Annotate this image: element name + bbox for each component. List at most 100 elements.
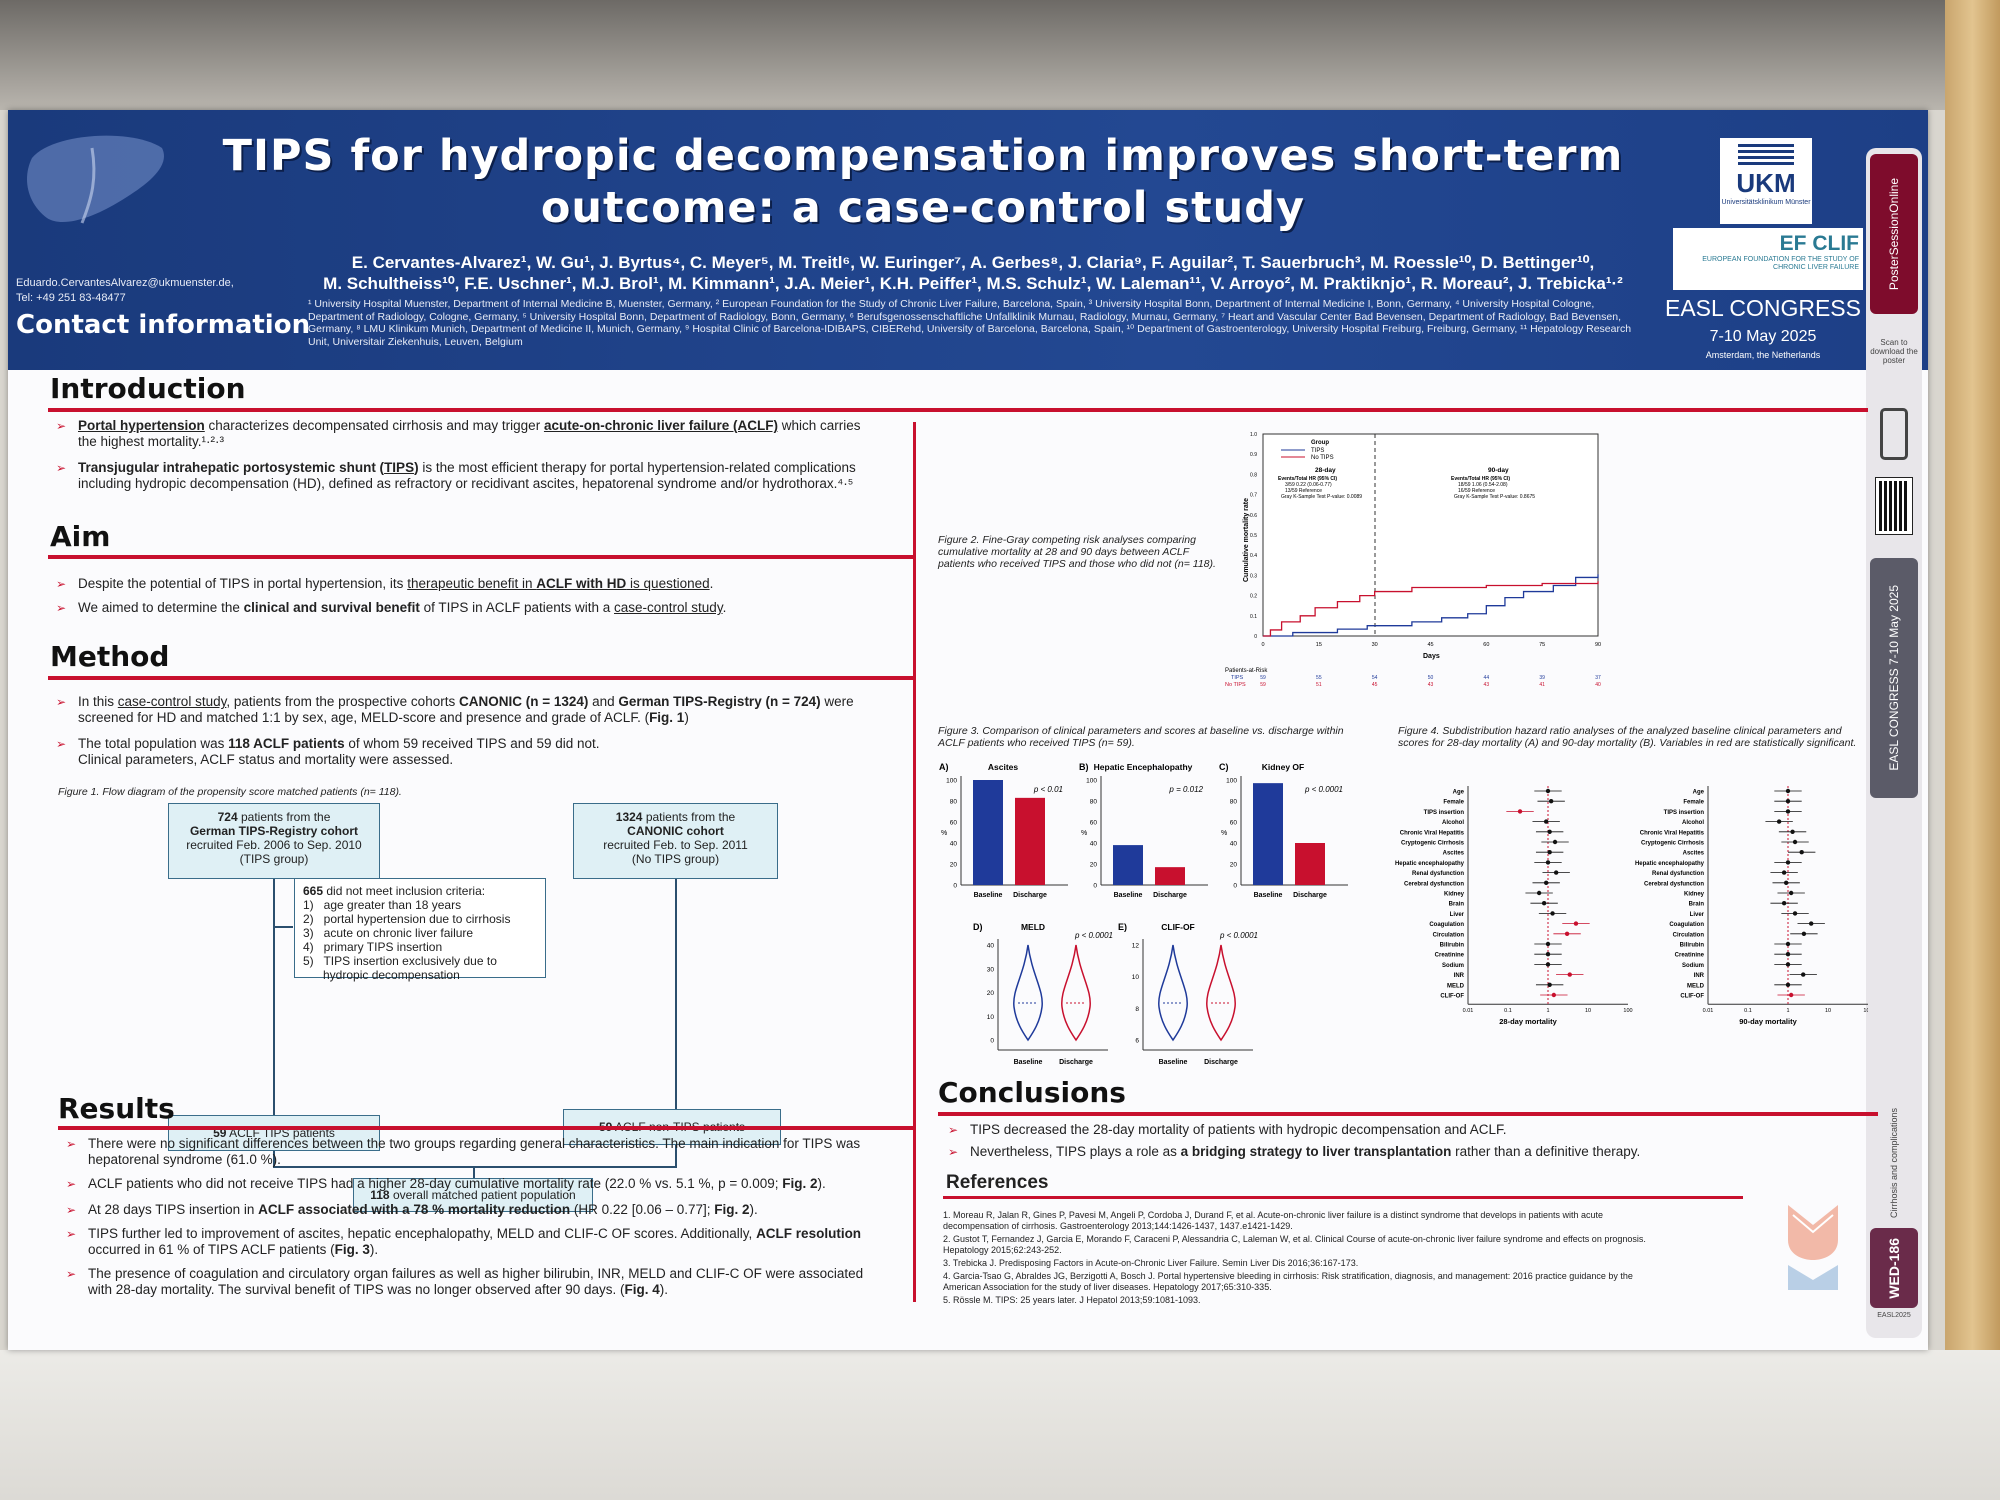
- fig3-xlabel-baseline: Baseline: [1114, 892, 1143, 899]
- fig3-ytick: 20: [1230, 862, 1238, 869]
- poster-banner: TIPS for hydropic decompensation improve…: [8, 110, 1928, 370]
- fig2-legend-title: Group: [1311, 440, 1329, 446]
- fig3-ytick: 0: [990, 1038, 994, 1045]
- fig2-xtick: 30: [1372, 642, 1378, 648]
- figure-2-caption: Figure 2. Fine-Gray competing risk analy…: [938, 534, 1216, 570]
- qr-code-icon[interactable]: [1875, 477, 1913, 535]
- fig3-panel-title: Hepatic Encephalopathy: [1094, 762, 1193, 772]
- fig4-row-label: Hepatic encephalopathy: [1635, 861, 1705, 867]
- fig3-ytick: 30: [987, 966, 995, 973]
- fig3-xlabel-baseline: Baseline: [1254, 892, 1283, 899]
- fig4-xtick: 10: [1825, 1008, 1831, 1014]
- fig4-row-label: Coagulation: [1429, 922, 1464, 928]
- results-bullet-5: The presence of coagulation and circulat…: [66, 1266, 888, 1298]
- fig2-legend-notips: No TIPS: [1311, 455, 1334, 461]
- poster-board-bottom: [0, 1350, 2000, 1500]
- fig3-ytick: 100: [946, 778, 957, 785]
- fig3-panel-letter: A): [939, 762, 949, 772]
- fig4-row-label: Age: [1693, 790, 1705, 796]
- fig2-xtick: 45: [1427, 642, 1433, 648]
- poster: TIPS for hydropic decompensation improve…: [8, 110, 1928, 1350]
- fig4-row-label: Alcohol: [1442, 820, 1464, 826]
- fig4-point: [1550, 911, 1555, 916]
- fig4-point: [1573, 921, 1579, 926]
- fig4-point: [1785, 799, 1791, 804]
- fig4-xtick: 0.1: [1744, 1008, 1752, 1014]
- contact-email: Eduardo.CervantesAlvarez@ukmuenster.de,: [16, 277, 234, 289]
- column-divider: [913, 422, 916, 1302]
- fig2-risk-tips-value: 39: [1539, 675, 1545, 681]
- fig2-risk-tips-value: 54: [1372, 675, 1378, 681]
- fig3-ytick: 10: [987, 1014, 995, 1021]
- fig2-ytick: 1.0: [1250, 432, 1257, 438]
- fig4-row-label: Brain: [1449, 902, 1465, 908]
- fig2-ytick: 0.1: [1250, 614, 1257, 620]
- fig3-ytick: 40: [1230, 841, 1238, 848]
- fig4-point: [1781, 901, 1787, 906]
- fig3-ytick: 40: [1090, 841, 1098, 848]
- fig4-point: [1785, 809, 1791, 814]
- reference-5: 5. Rössle M. TIPS: 25 years later. J Hep…: [943, 1295, 1201, 1305]
- fig4-point: [1799, 850, 1804, 855]
- fig3-xlabel-discharge: Discharge: [1013, 892, 1047, 899]
- fig4-point: [1543, 880, 1549, 885]
- fig2-ytick: 0.9: [1250, 452, 1257, 458]
- fig4-point: [1785, 941, 1791, 947]
- easl-short-label: EASL2025: [1877, 1312, 1911, 1319]
- figure-2-chart: 0 0.1 0.2 0.3 0.4 0.5 0.6 0.7 0.8 0.9 1.0 0 15 30 45 60…: [1225, 432, 1601, 688]
- fig4-point: [1808, 921, 1814, 926]
- fig3-panel-letter: D): [973, 922, 983, 932]
- reference-3: 3. Trebicka J. Predisposing Factors in A…: [943, 1258, 1359, 1268]
- fig4-row-label: Alcohol: [1682, 820, 1704, 826]
- fig3-ytick: 80: [1090, 799, 1098, 806]
- fig3-panel-title: MELD: [1021, 922, 1045, 932]
- aim-bullet-1: Despite the potential of TIPS in portal …: [56, 576, 888, 592]
- contact-details: Eduardo.CervantesAlvarez@ukmuenster.de, …: [16, 276, 316, 306]
- fig2-risk-notips-value: 40: [1595, 682, 1601, 688]
- reference-1: 1. Moreau R, Jalan R, Gines P, Pavesi M,…: [943, 1210, 1604, 1231]
- intro-bullet-1: Portal hypertension characterizes decomp…: [56, 418, 878, 450]
- fig4-row-label: Liver: [1690, 912, 1705, 918]
- fig4-point: [1551, 992, 1557, 998]
- figure-3-caption: Figure 3. Comparison of clinical paramet…: [938, 725, 1344, 749]
- fig4-row-label: INR: [1694, 973, 1705, 979]
- fig3-ytick: 60: [950, 820, 958, 827]
- authors-line-2: M. Schultheiss¹⁰, F.E. Uschner¹, M.J. Br…: [323, 274, 1623, 293]
- fig4-point: [1790, 829, 1795, 834]
- fig2-xtick: 60: [1483, 642, 1489, 648]
- aim-bullet-2: We aimed to determine the clinical and s…: [56, 600, 888, 616]
- fig2-notips-curve: [1263, 581, 1599, 637]
- fig2-risk-notips-label: No TIPS: [1225, 682, 1246, 688]
- fig4-row-label: Circulation: [1673, 932, 1705, 938]
- fig2-risk-notips-value: 45: [1372, 682, 1378, 688]
- fig3-bar-baseline: [973, 780, 1003, 885]
- fig2-ytick: 0.4: [1250, 553, 1257, 559]
- fig3-panel-title: CLIF-OF: [1161, 922, 1195, 932]
- fig3-ylabel: %: [1081, 830, 1087, 837]
- fig4-xtick: 0.1: [1504, 1008, 1512, 1014]
- fig3-bar-discharge: [1295, 843, 1325, 885]
- references-rule: [943, 1196, 1743, 1199]
- fig3-ytick: 60: [1090, 820, 1098, 827]
- fig2-risk-tips-value: 55: [1316, 675, 1322, 681]
- fig2-risk-tips-label: TIPS: [1231, 675, 1244, 681]
- fig2-ytick: 0: [1254, 634, 1257, 640]
- fig2-risk-tips-value: 50: [1428, 675, 1434, 681]
- fig4-row-label: Chronic Viral Hepatitis: [1640, 830, 1705, 836]
- fig4-point: [1801, 972, 1806, 977]
- fig3-ytick: 0: [1233, 883, 1237, 890]
- fig2-28day-row1: 3/59 0.22 (0.06-0.77): [1285, 482, 1332, 488]
- phone-icon: [1880, 408, 1908, 460]
- fig2-risk-notips-value: 51: [1316, 682, 1322, 688]
- fig3-violin-baseline: [1013, 944, 1043, 1042]
- fig3-ytick: 100: [1086, 778, 1097, 785]
- fig4-row-label: CLIF-OF: [1440, 994, 1464, 1000]
- fig2-xtick: 90: [1595, 642, 1601, 648]
- fig2-90day-title: 90-day: [1488, 467, 1509, 474]
- fig4-row-label: Cerebral dysfunction: [1644, 881, 1704, 887]
- fig4-point: [1785, 982, 1791, 987]
- fig4-row-label: Ascites: [1683, 851, 1705, 857]
- fig3-pvalue: p < 0.0001: [1219, 931, 1258, 940]
- fig3-ylabel: %: [941, 830, 947, 837]
- fig3-bar-baseline: [1253, 783, 1283, 885]
